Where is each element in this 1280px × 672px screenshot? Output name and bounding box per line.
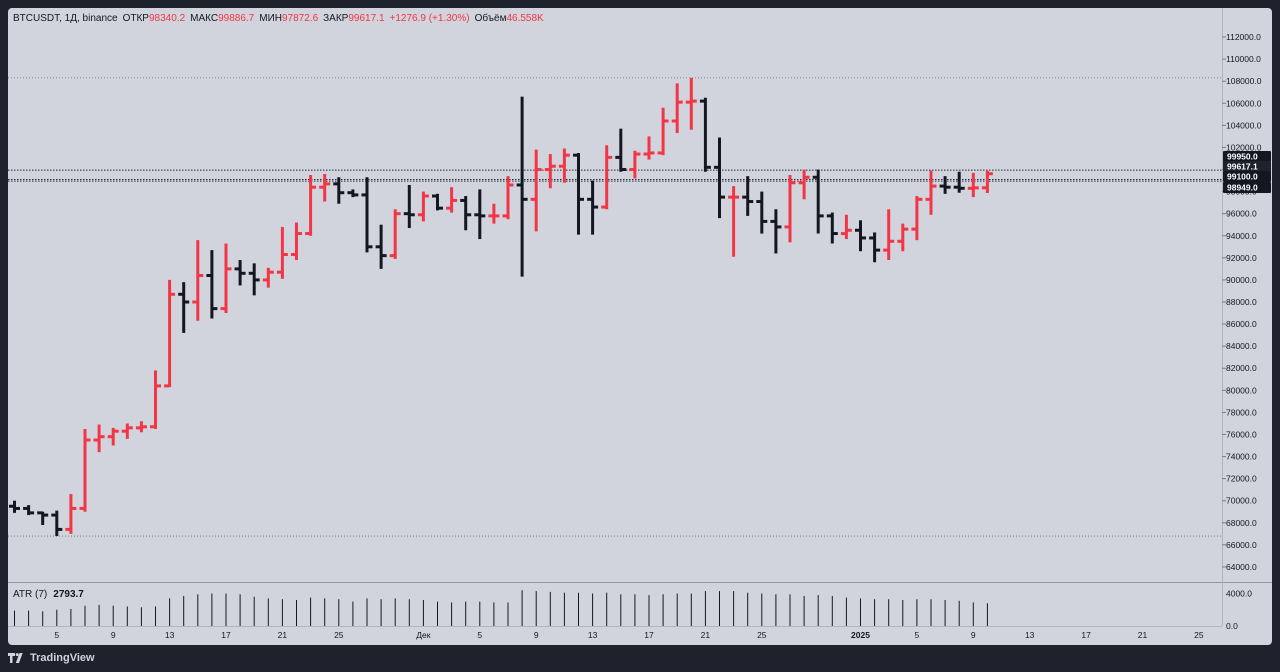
time-tick-label: 13 (165, 630, 175, 640)
atr-tick-label: 4000.0 (1226, 589, 1252, 599)
price-tick-label: 64000.0 (1226, 562, 1257, 572)
time-tick-label: 2025 (851, 630, 870, 640)
price-label-text: 98949.0 (1227, 183, 1258, 193)
price-tick-label: 96000.0 (1226, 209, 1257, 219)
price-tick-label: 80000.0 (1226, 385, 1257, 395)
price-chart[interactable]: 64000.0 66000.0 68000.0 70000.0 72000.0 74000… (8, 8, 1272, 645)
price-label-text: 99100.0 (1227, 172, 1258, 182)
open-label: ОТКР (122, 13, 149, 24)
price-tick-label: 104000.0 (1226, 120, 1262, 130)
time-tick-label: 5 (915, 630, 920, 640)
time-tick-label: 17 (644, 630, 654, 640)
time-tick-label: 13 (1025, 630, 1035, 640)
time-tick-label: 13 (588, 630, 598, 640)
close-label: ЗАКР (323, 13, 349, 24)
time-tick-label: 21 (701, 630, 711, 640)
time-tick-label: 9 (534, 630, 539, 640)
time-tick-label: 17 (221, 630, 231, 640)
price-label-badge (1223, 151, 1271, 162)
price-label-text: 99950.0 (1227, 152, 1258, 162)
time-tick-label: 5 (477, 630, 482, 640)
high-label: МАКС (190, 13, 219, 24)
low-value: 97872.6 (281, 13, 319, 24)
chart-frame: 64000.0 66000.0 68000.0 70000.0 72000.0 74000… (8, 8, 1272, 645)
price-tick-label: 112000.0 (1226, 32, 1261, 42)
price-label-badge (1223, 171, 1271, 182)
time-tick-label: 21 (1138, 630, 1148, 640)
atr-value: 2793.7 (53, 589, 84, 600)
open-value: 98340.2 (148, 13, 186, 24)
price-tick-label: 106000.0 (1226, 98, 1262, 108)
atr-legend[interactable]: ATR (7) 2793.7 (13, 589, 84, 600)
close-value: 99617.1 (348, 13, 385, 24)
price-tick-label: 82000.0 (1226, 363, 1257, 373)
time-tick-label: 9 (111, 630, 116, 640)
price-tick-label: 68000.0 (1226, 518, 1257, 528)
atr-label: ATR (7) (13, 589, 48, 600)
time-tick-label: 9 (971, 630, 976, 640)
price-tick-label: 70000.0 (1226, 496, 1257, 506)
price-tick-label: 102000.0 (1226, 142, 1262, 152)
volume-label: Объём (474, 13, 507, 24)
price-tick-label: 74000.0 (1226, 452, 1257, 462)
tradingview-logo-icon (8, 653, 23, 663)
footer-brand[interactable]: TradingView (8, 652, 95, 664)
price-label-text: 99617.1 (1227, 162, 1258, 172)
footer-brand-label: TradingView (30, 652, 95, 664)
price-label-badge (1223, 182, 1271, 193)
price-tick-label: 72000.0 (1226, 474, 1257, 484)
price-tick-label: 84000.0 (1226, 341, 1257, 351)
price-tick-label: 90000.0 (1226, 275, 1257, 285)
time-tick-label: 25 (334, 630, 344, 640)
change-value: +1276.9 (+1.30%) (389, 13, 470, 24)
price-tick-label: 88000.0 (1226, 297, 1257, 307)
price-tick-label: 94000.0 (1226, 231, 1257, 241)
symbol-label[interactable]: BTCUSDT, 1Д, binance (13, 13, 118, 24)
price-tick-label: 110000.0 (1226, 54, 1261, 64)
high-value: 99886.7 (218, 13, 255, 24)
price-tick-label: 76000.0 (1226, 429, 1257, 439)
volume-value: 46.558K (506, 13, 544, 24)
price-tick-label: 86000.0 (1226, 319, 1257, 329)
time-tick-label: 5 (54, 630, 59, 640)
time-tick-label: 21 (278, 630, 288, 640)
time-tick-label: 17 (1081, 630, 1091, 640)
price-tick-label: 78000.0 (1226, 407, 1257, 417)
symbol-legend: BTCUSDT, 1Д, binance ОТКР 98340.2 МАКС 9… (13, 13, 544, 24)
time-tick-label: 25 (757, 630, 767, 640)
time-tick-label: Дек (416, 630, 430, 640)
price-label-badge (1223, 161, 1271, 172)
price-tick-label: 66000.0 (1226, 540, 1257, 550)
price-tick-label: 108000.0 (1226, 76, 1262, 86)
price-tick-label: 92000.0 (1226, 253, 1257, 263)
time-tick-label: 25 (1194, 630, 1204, 640)
low-label: МИН (259, 13, 282, 24)
atr-tick-label: 0.0 (1226, 621, 1238, 631)
